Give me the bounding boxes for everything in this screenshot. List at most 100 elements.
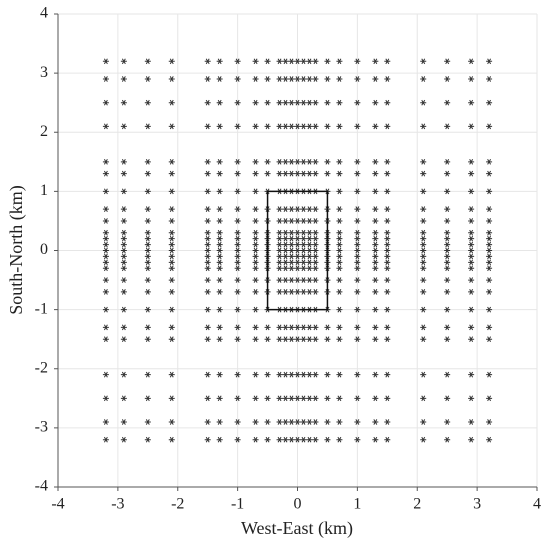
point (354, 229, 361, 236)
point (276, 170, 283, 177)
point (312, 436, 319, 443)
point (294, 241, 301, 248)
point (300, 253, 307, 260)
point (120, 306, 127, 313)
point (216, 76, 223, 82)
point (216, 229, 223, 236)
point (306, 419, 313, 425)
point (252, 324, 259, 331)
point (102, 218, 109, 224)
point (420, 58, 427, 65)
point (300, 229, 307, 236)
point (234, 324, 241, 331)
point (252, 247, 259, 254)
point (120, 265, 127, 272)
point (282, 170, 289, 177)
point (216, 235, 223, 242)
point (294, 277, 301, 283)
point (204, 170, 211, 177)
point (234, 206, 241, 212)
point (312, 218, 319, 224)
x-tick-label: 4 (533, 496, 541, 513)
point (468, 206, 475, 212)
point (384, 235, 391, 242)
point (216, 158, 223, 165)
point (288, 123, 295, 130)
point (486, 336, 493, 343)
point (468, 99, 475, 106)
point (384, 436, 391, 443)
point (336, 324, 343, 331)
point (282, 371, 289, 378)
point (102, 123, 109, 130)
point (294, 170, 301, 177)
point (372, 289, 379, 295)
point (420, 188, 427, 195)
point (354, 58, 361, 65)
point (372, 436, 379, 443)
point (444, 253, 451, 260)
point (300, 218, 307, 224)
point (144, 289, 151, 295)
point (444, 324, 451, 331)
point (444, 436, 451, 443)
point (264, 123, 271, 130)
point (252, 371, 259, 378)
point (486, 289, 493, 295)
point (324, 123, 331, 130)
point (216, 336, 223, 343)
point (216, 241, 223, 248)
point (234, 76, 241, 82)
point (252, 336, 259, 343)
point (288, 229, 295, 236)
point (312, 76, 319, 82)
point (264, 324, 271, 331)
point (102, 247, 109, 254)
point (324, 419, 331, 425)
point (120, 206, 127, 212)
point (486, 247, 493, 254)
point (276, 235, 283, 242)
point (354, 371, 361, 378)
point (384, 229, 391, 236)
point (486, 306, 493, 313)
point (444, 158, 451, 165)
point (324, 58, 331, 65)
point (300, 99, 307, 106)
point (336, 58, 343, 65)
point (204, 336, 211, 343)
point (294, 289, 301, 295)
y-tick-label: 0 (40, 241, 48, 258)
point (468, 158, 475, 165)
point (234, 158, 241, 165)
point (420, 253, 427, 260)
point (420, 229, 427, 236)
point (102, 206, 109, 212)
point (300, 371, 307, 378)
point (354, 241, 361, 248)
point (252, 170, 259, 177)
point (234, 229, 241, 236)
x-tick-label: -3 (111, 496, 124, 513)
point (216, 395, 223, 402)
point (468, 324, 475, 331)
point (384, 371, 391, 378)
point (282, 265, 289, 272)
point (384, 158, 391, 165)
point (234, 170, 241, 177)
point (444, 241, 451, 248)
point (384, 241, 391, 248)
point (144, 371, 151, 378)
point (144, 188, 151, 195)
point (294, 229, 301, 236)
point (168, 289, 175, 295)
point (282, 253, 289, 260)
x-axis-title: West-East (km) (241, 518, 353, 539)
point (354, 76, 361, 82)
point (276, 218, 283, 224)
point (288, 58, 295, 65)
point (300, 336, 307, 343)
point (300, 436, 307, 443)
point (354, 436, 361, 443)
point (120, 229, 127, 236)
